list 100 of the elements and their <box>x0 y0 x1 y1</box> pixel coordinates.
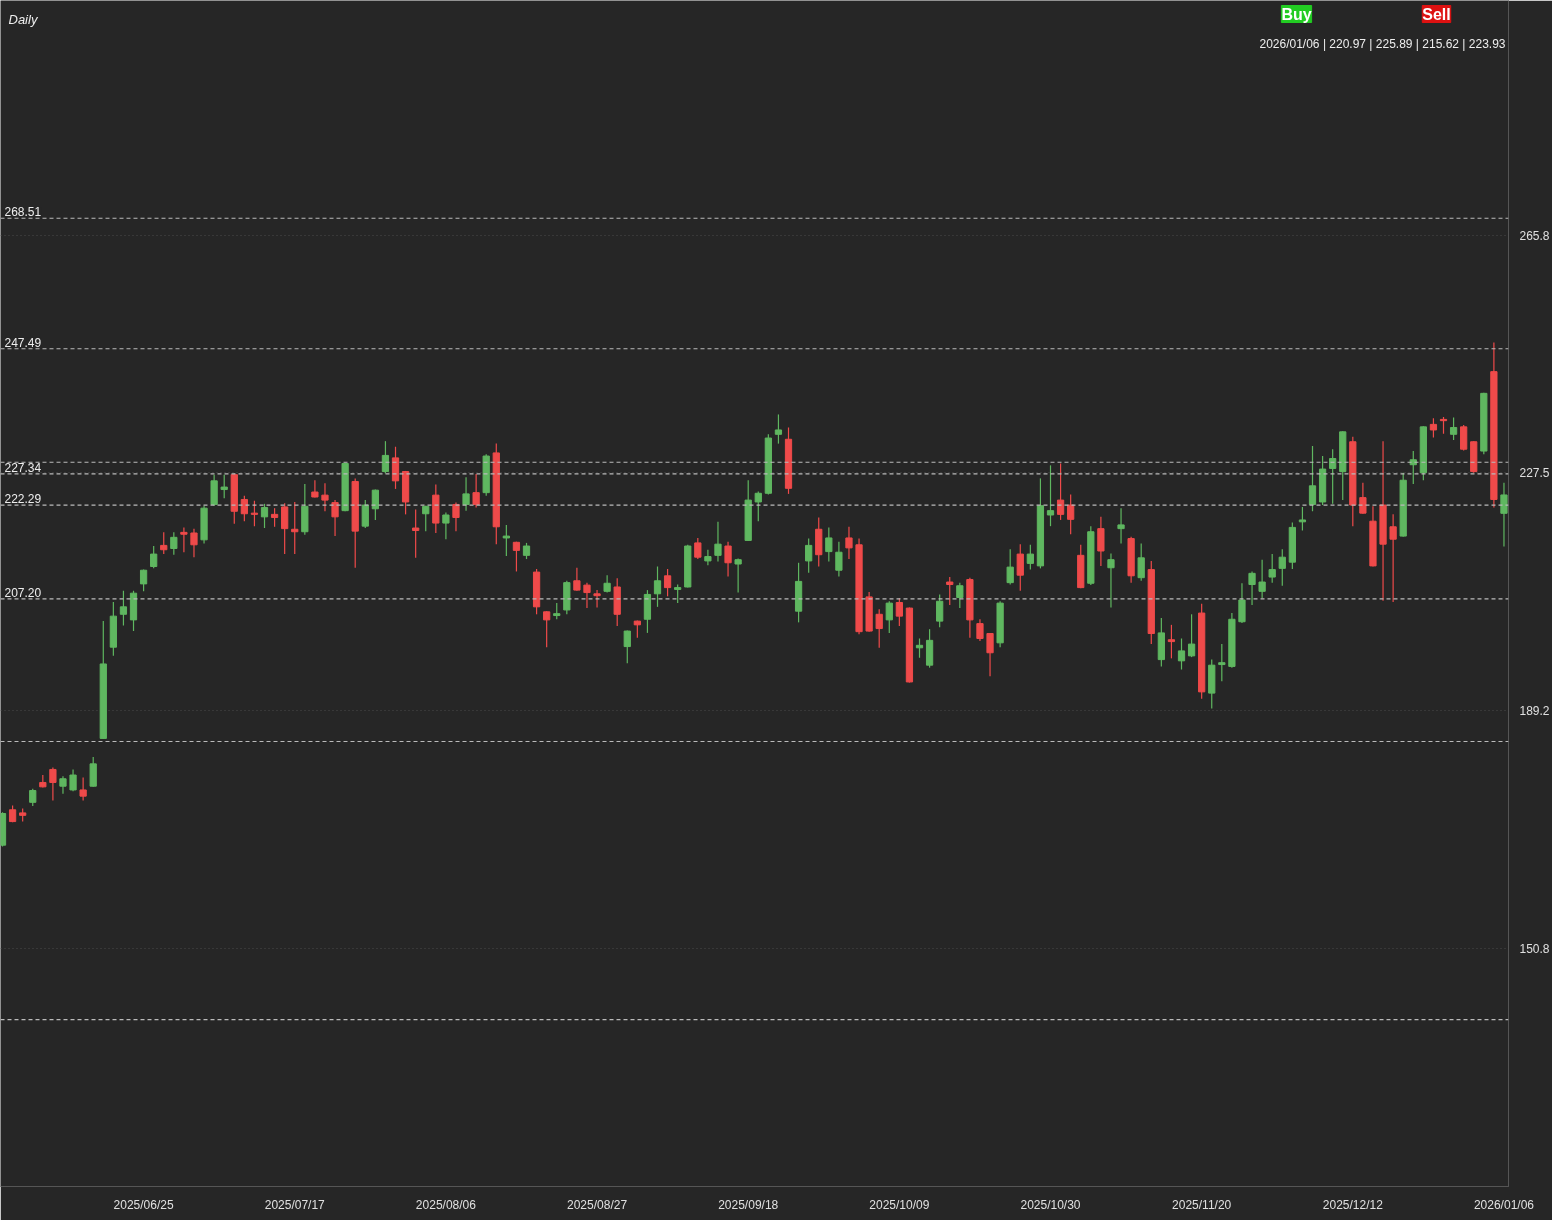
candlestick <box>1137 542 1145 582</box>
candlestick <box>1167 624 1176 659</box>
candlestick <box>895 597 903 627</box>
x-tick-label: 2025/08/27 <box>567 1197 628 1212</box>
candlestick <box>331 499 339 537</box>
candlestick <box>774 413 783 445</box>
candlestick <box>180 526 188 553</box>
candlestick <box>381 440 390 475</box>
text: Daily <box>8 11 39 27</box>
candlestick <box>260 503 269 529</box>
candlestick <box>270 507 279 528</box>
candlestick <box>1238 582 1246 624</box>
x-tick-label: 2026/01/06 <box>1473 1197 1535 1212</box>
candlestick <box>311 479 319 499</box>
candlestick <box>1016 543 1024 592</box>
candlestick <box>361 499 369 529</box>
candlestick <box>1187 613 1196 658</box>
y-tick-label: 265.8 <box>1519 228 1550 243</box>
candlestick <box>1308 445 1317 512</box>
ref-line-label: 207.20 <box>4 585 42 600</box>
annotation: 2026/01/06 | 220.97 | 225.89 | 215.62 | 223.93 <box>1259 36 1506 51</box>
candlestick <box>1298 506 1307 532</box>
annotation: Buy <box>1281 5 1312 23</box>
x-tick-label: 2025/11/20 <box>1172 1197 1232 1212</box>
x-tick-label: 2025/08/06 <box>415 1197 477 1212</box>
candlestick <box>412 508 420 559</box>
candlestick <box>291 501 299 555</box>
candlestick <box>825 526 833 563</box>
candlestick <box>442 511 450 540</box>
candlestick <box>1268 553 1276 584</box>
candlestick <box>422 505 430 532</box>
candlestick <box>805 537 813 574</box>
candlestick <box>1177 637 1186 671</box>
candlestick <box>663 568 672 597</box>
candlestick <box>512 541 521 573</box>
x-tick-label: 2025/12/12 <box>1322 1197 1384 1212</box>
candlestick <box>452 501 460 532</box>
candlestick <box>190 528 198 558</box>
candlestick <box>583 582 591 609</box>
candlestick <box>1026 544 1034 571</box>
candlestick <box>119 590 128 627</box>
candlestick <box>472 473 480 509</box>
y-tick-label: 227.5 <box>1519 466 1550 481</box>
x-tick-label: 2025/09/18 <box>718 1197 779 1212</box>
candlestick <box>653 565 662 608</box>
candlestick <box>835 541 843 578</box>
candlestick <box>462 476 470 512</box>
x-tick-label: 2025/10/09 <box>869 1197 930 1212</box>
candlestick <box>936 593 944 628</box>
candlestick <box>1056 462 1065 521</box>
candlestick <box>754 490 762 522</box>
ref-line-label: 247.49 <box>4 335 42 350</box>
candlestick <box>623 629 631 664</box>
candlestick <box>391 446 400 490</box>
candlestick <box>885 600 893 634</box>
candlestick <box>956 582 964 609</box>
candlestick <box>1046 464 1055 527</box>
x-tick-label: 2025/07/17 <box>264 1197 326 1212</box>
candlestick <box>1117 507 1125 545</box>
candlestick <box>502 524 510 557</box>
candlestick <box>1329 448 1337 505</box>
candlestick <box>321 482 329 512</box>
candlestick <box>1429 417 1438 439</box>
candlestick <box>734 557 742 594</box>
candlestick <box>1248 570 1256 606</box>
candlestick <box>1006 548 1014 586</box>
candlestick <box>1449 416 1458 441</box>
candlestick <box>573 567 581 592</box>
candlestick <box>1278 548 1286 587</box>
candlestick <box>875 608 883 649</box>
candlestick <box>170 531 178 556</box>
candlestick <box>1359 482 1367 515</box>
y-tick-label: 189.2 <box>1519 703 1550 718</box>
x-tick-label: 2025/10/30 <box>1020 1197 1081 1212</box>
candlestick <box>946 576 954 606</box>
ref-line-label: 222.29 <box>4 492 42 507</box>
candlestick <box>1409 450 1417 485</box>
candlestick <box>1067 493 1075 535</box>
candlestick <box>150 545 158 569</box>
candlestick <box>1107 552 1115 609</box>
y-tick-label: 150.8 <box>1519 942 1550 957</box>
candlestick <box>714 521 722 563</box>
candlestick <box>79 776 87 802</box>
candlestick <box>250 500 259 527</box>
candlestick <box>1258 559 1266 599</box>
candlestick <box>1218 643 1226 682</box>
candlestick <box>704 549 712 566</box>
candlestick <box>694 537 702 560</box>
candlestick <box>160 531 168 555</box>
candlestick <box>986 632 994 677</box>
candlestick <box>281 502 289 555</box>
candlestick <box>543 610 551 648</box>
candlestick <box>1460 424 1468 452</box>
candlestick <box>49 766 57 802</box>
candlestick <box>1389 513 1397 603</box>
candlestick <box>1097 516 1105 567</box>
candlestick <box>593 589 601 609</box>
candlestick <box>89 756 97 788</box>
candlestick <box>220 474 228 499</box>
x-tick-label: 2025/06/25 <box>113 1197 174 1212</box>
